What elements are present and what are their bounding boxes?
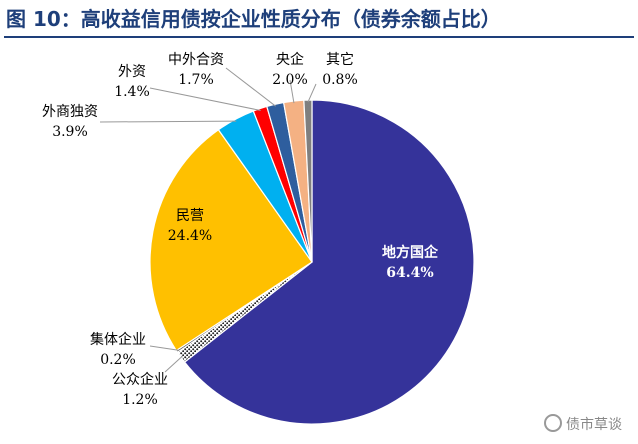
slice-value-label: 3.9% (52, 124, 88, 140)
slice-value-label: 1.2% (122, 392, 158, 408)
slice-value-label: 64.4% (386, 265, 433, 281)
pie-slice (183, 99, 475, 425)
title-divider (4, 36, 634, 38)
leader-line (164, 355, 183, 373)
slice-name-label: 地方国企 (382, 244, 439, 261)
leader-line (307, 83, 317, 103)
slice-value-label: 1.4% (114, 84, 150, 100)
wechat-icon (544, 414, 562, 432)
slice-value-label: 0.8% (322, 72, 358, 88)
leader-line (149, 345, 179, 351)
slice-name-label: 其它 (326, 51, 354, 68)
watermark-text: 债市草谈 (566, 417, 622, 433)
slice-value-label: 0.2% (100, 352, 136, 368)
slice-value-label: 2.0% (272, 72, 308, 88)
slice-name-label: 外商独资 (42, 104, 98, 120)
slice-name-label: 集体企业 (90, 331, 146, 348)
slice-name-label: 央企 (276, 51, 304, 68)
page-title: 图 10：高收益信用债按企业性质分布（债券余额占比） (6, 7, 501, 31)
watermark: 债市草谈 (544, 414, 622, 434)
slice-value-label: 1.7% (178, 72, 214, 88)
leader-line (225, 67, 276, 107)
slice-name-label: 公众企业 (112, 371, 168, 388)
slice-value-label: 24.4% (168, 228, 212, 244)
slice-name-label: 中外合资 (168, 52, 224, 68)
pie-slice (303, 99, 313, 263)
pie-chart: 地方国企 64.4% 公众企业 1.2% 集体企业 0.2% 民营 24.4% 外商独资 3.9%… (42, 51, 475, 425)
leader-line (99, 120, 237, 123)
leader-line (289, 79, 295, 104)
leader-line (149, 87, 261, 111)
pie-slice (149, 128, 313, 352)
slice-name-label: 民营 (176, 208, 204, 224)
slice-name-label: 外资 (118, 64, 146, 80)
